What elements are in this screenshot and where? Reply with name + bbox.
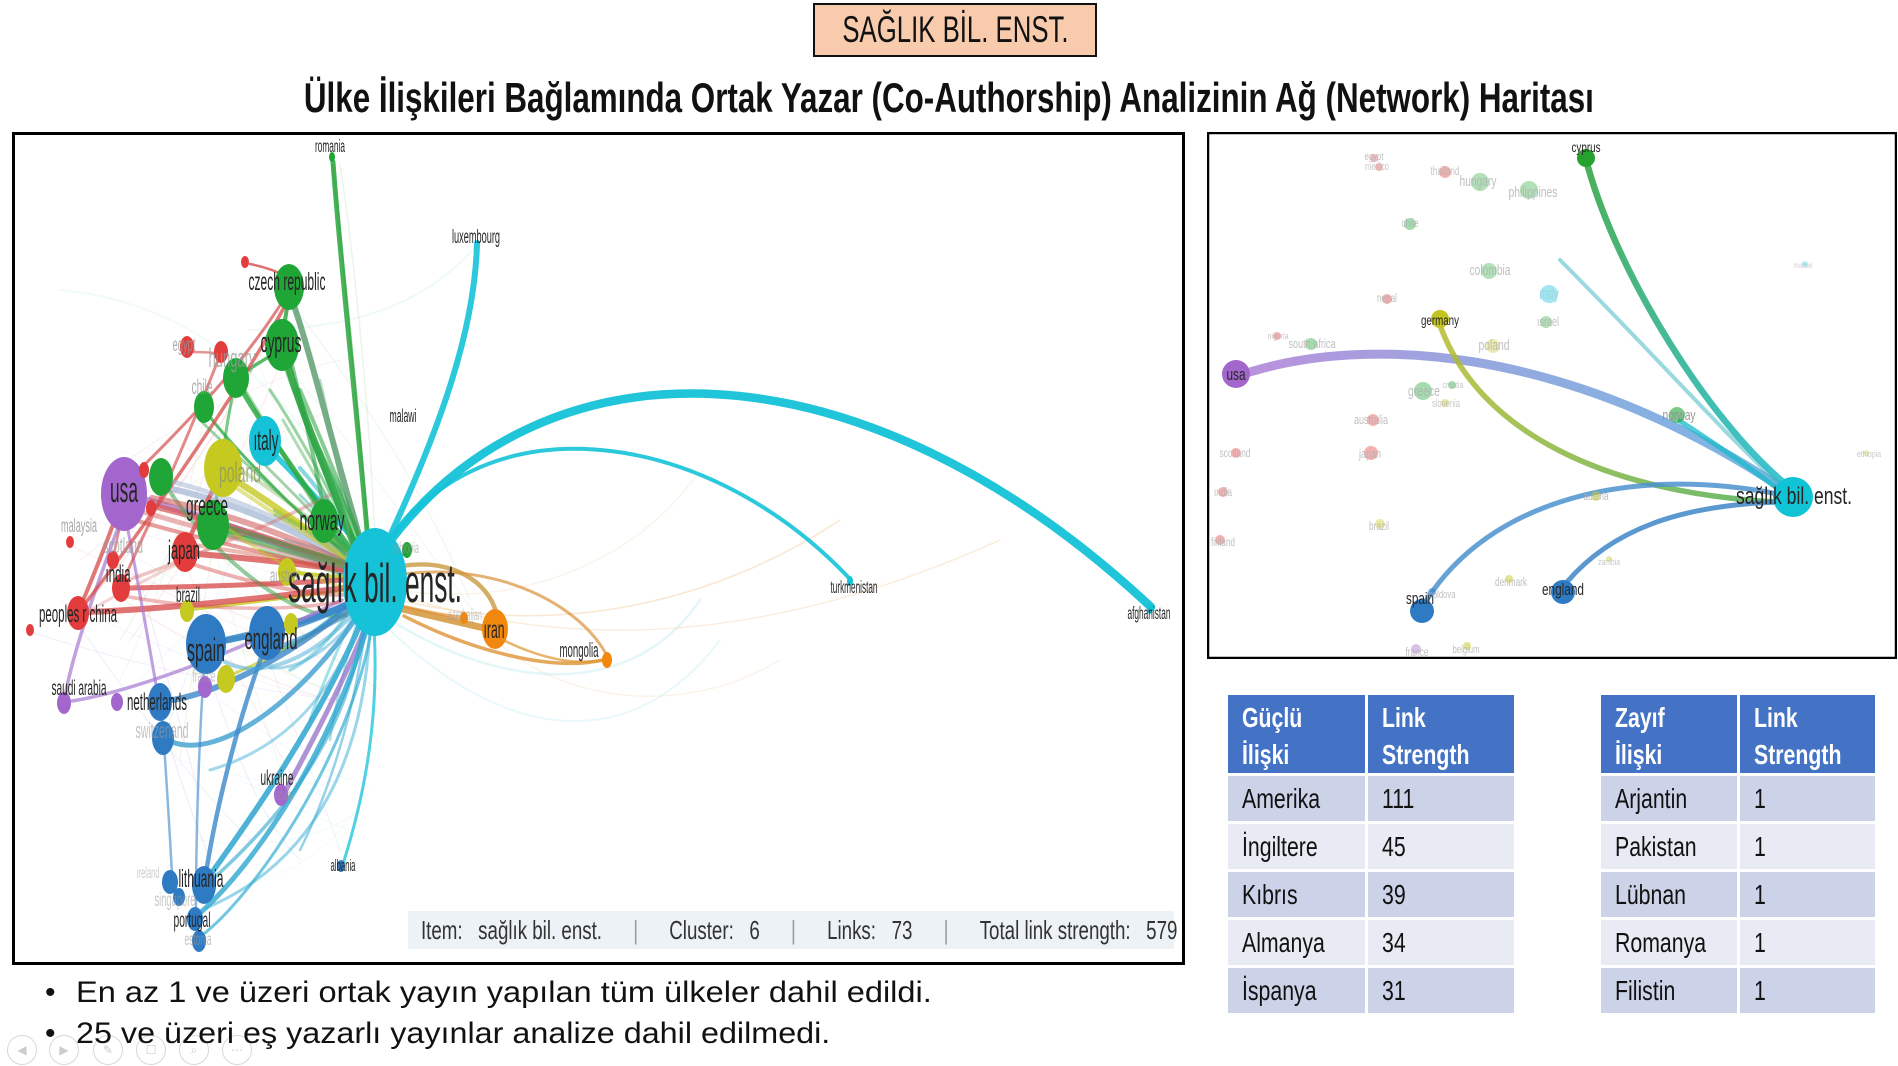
svg-text:poland: poland: [1479, 338, 1510, 354]
svg-text:ısrael: ısrael: [1537, 315, 1559, 329]
svg-text:malawi: malawi: [1794, 260, 1813, 270]
svg-text:ethiopia: ethiopia: [393, 540, 419, 557]
svg-text:peoples r china: peoples r china: [39, 601, 117, 628]
svg-text:turkmenistan: turkmenistan: [831, 577, 878, 597]
svg-text:brazil: brazil: [176, 584, 200, 607]
svg-text:scotland: scotland: [1220, 448, 1251, 460]
svg-text:ındia: ındia: [106, 561, 131, 588]
svg-text:ukraine: ukraine: [261, 767, 294, 790]
svg-text:scotland: scotland: [103, 533, 143, 558]
svg-text:chile: chile: [192, 376, 213, 399]
svg-text:ındia: ındia: [1214, 487, 1232, 499]
svg-text:czech republic: czech republic: [249, 268, 326, 296]
svg-text:mongolia: mongolia: [560, 640, 599, 662]
svg-text:nepal: nepal: [1377, 293, 1397, 305]
svg-text:finland: finland: [1211, 537, 1235, 549]
svg-text:netherlands: netherlands: [127, 689, 187, 716]
svg-text:austria: austria: [270, 566, 298, 587]
svg-text:usa: usa: [1227, 366, 1247, 384]
svg-text:afghanistan: afghanistan: [1128, 603, 1171, 623]
svg-text:germany: germany: [1421, 313, 1459, 328]
svg-text:austria: austria: [1584, 491, 1609, 503]
svg-text:belgium: belgium: [1453, 644, 1480, 656]
svg-text:egypt: egypt: [1365, 151, 1384, 163]
svg-text:colombia: colombia: [1470, 263, 1511, 279]
svg-text:thailand: thailand: [1431, 166, 1460, 178]
svg-text:zambia: zambia: [1598, 557, 1620, 568]
svg-text:south africa: south africa: [1289, 337, 1336, 351]
svg-text:hungary: hungary: [1460, 174, 1498, 190]
svg-text:ıtaly: ıtaly: [1539, 286, 1559, 303]
svg-text:ıran: ıran: [484, 616, 505, 644]
svg-text:moldova: moldova: [1427, 589, 1456, 601]
svg-text:ıreland: ıreland: [137, 865, 160, 882]
svg-text:malaysia: malaysia: [61, 516, 97, 537]
svg-text:malawi: malawi: [390, 405, 417, 426]
svg-text:hungary: hungary: [209, 343, 256, 373]
svg-text:japan: japan: [1358, 447, 1381, 461]
svg-text:usa: usa: [110, 469, 138, 510]
svg-text:ethiopia: ethiopia: [1857, 449, 1881, 460]
svg-text:luxembourg: luxembourg: [452, 227, 500, 248]
svg-text:cyprus: cyprus: [261, 327, 302, 359]
svg-text:azerbaijan: azerbaijan: [448, 607, 482, 624]
svg-text:sağlık bil. enst.: sağlık bil. enst.: [288, 552, 462, 614]
svg-text:estonia: estonia: [185, 929, 212, 949]
svg-text:switzerland: switzerland: [136, 718, 189, 743]
svg-text:australia: australia: [1354, 413, 1388, 427]
svg-text:lithuania: lithuania: [179, 865, 224, 893]
svg-text:france: france: [193, 666, 216, 686]
svg-text:saudi arabia: saudi arabia: [52, 677, 107, 700]
svg-text:greece: greece: [186, 490, 228, 522]
svg-text:norway: norway: [1663, 408, 1697, 424]
svg-text:singapore: singapore: [155, 890, 196, 911]
svg-text:latvia: latvia: [275, 787, 292, 804]
svg-text:croatia: croatia: [1443, 380, 1464, 391]
svg-text:romania: romania: [315, 136, 345, 156]
svg-text:nigeria: nigeria: [1268, 331, 1289, 342]
svg-text:egypt: egypt: [173, 335, 196, 356]
svg-text:poland: poland: [219, 457, 261, 489]
svg-text:chile: chile: [1402, 218, 1419, 230]
svg-text:brazil: brazil: [1369, 521, 1389, 533]
svg-text:england: england: [245, 621, 298, 656]
svg-text:philippines: philippines: [1509, 185, 1558, 201]
svg-text:mexico: mexico: [1365, 161, 1389, 173]
svg-text:denmark: denmark: [1495, 577, 1527, 589]
svg-text:greece: greece: [1408, 384, 1440, 400]
svg-text:cyprus: cyprus: [1572, 140, 1601, 155]
svg-text:japan: japan: [168, 535, 200, 565]
svg-text:spain: spain: [187, 631, 225, 668]
svg-text:england: england: [1542, 581, 1584, 599]
svg-text:norway: norway: [300, 505, 345, 537]
svg-text:albania: albania: [331, 857, 356, 875]
svg-text:sağlık bil. enst.: sağlık bil. enst.: [1736, 483, 1852, 510]
svg-text:portugal: portugal: [174, 909, 211, 932]
svg-text:france: france: [1406, 647, 1429, 659]
svg-text:slovenia: slovenia: [1432, 398, 1460, 410]
svg-text:spain: spain: [1406, 590, 1434, 608]
svg-text:ıtaly: ıtaly: [254, 425, 279, 457]
